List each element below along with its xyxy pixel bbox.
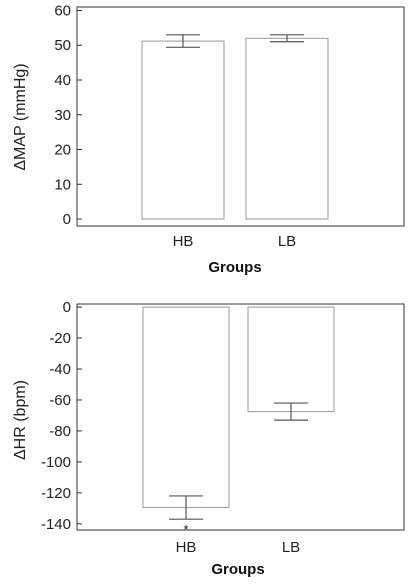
x-tick-label-hb: HB — [173, 233, 194, 250]
y-tick-label: -20 — [49, 330, 71, 347]
x-tick-labels: HB LB — [173, 233, 297, 250]
significance-marker: * — [183, 522, 188, 537]
y-axis: 0 10 20 30 40 50 60 — [54, 2, 82, 228]
y-tick-label: -100 — [41, 454, 71, 471]
x-tick-label-lb: LB — [278, 233, 296, 250]
y-tick-label: 0 — [63, 299, 71, 316]
chart-map: 0 10 20 30 40 50 60 HB LB ΔMAP (mmHg) Groups — [12, 2, 405, 276]
y-tick-label: 40 — [54, 72, 71, 89]
plot-frame — [76, 6, 405, 227]
y-tick-label: 30 — [54, 107, 71, 124]
bars — [141, 34, 329, 220]
y-axis-title: ΔMAP (mmHg) — [12, 63, 29, 170]
y-tick-label: 0 — [63, 211, 71, 228]
chart-hr: 0 -20 -40 -60 -80 -100 -120 -140 * HB LB ΔHR (bp… — [12, 299, 405, 578]
x-tick-labels: HB LB — [176, 539, 301, 556]
y-axis-title: ΔHR (bpm) — [12, 380, 29, 460]
y-tick-label: 60 — [54, 2, 71, 19]
plot-frame — [76, 303, 405, 531]
y-tick-label: -120 — [41, 485, 71, 502]
y-tick-label: -40 — [49, 361, 71, 378]
bars — [142, 306, 335, 520]
y-axis: 0 -20 -40 -60 -80 -100 -120 -140 — [41, 299, 82, 533]
bar-hb — [141, 40, 225, 220]
x-axis-title: Groups — [208, 259, 261, 276]
bar-hb — [142, 306, 230, 509]
y-tick-label: -80 — [49, 423, 71, 440]
y-tick-label: -140 — [41, 516, 71, 533]
x-tick-label-lb: LB — [282, 539, 300, 556]
y-tick-label: 10 — [54, 176, 71, 193]
x-axis-title: Groups — [211, 561, 264, 578]
y-tick-label: 50 — [54, 37, 71, 54]
annotations: * — [183, 522, 188, 537]
y-tick-label: -60 — [49, 392, 71, 409]
x-tick-label-hb: HB — [176, 539, 197, 556]
bar-lb — [245, 37, 329, 220]
bar-lb — [247, 306, 335, 413]
y-tick-label: 20 — [54, 142, 71, 159]
